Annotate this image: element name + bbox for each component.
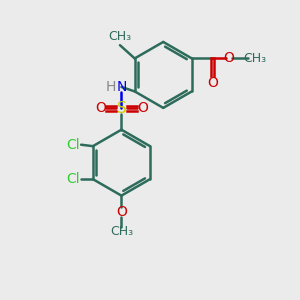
Text: O: O bbox=[207, 76, 218, 90]
Text: O: O bbox=[95, 101, 106, 115]
Text: H: H bbox=[106, 80, 116, 94]
Text: O: O bbox=[223, 51, 234, 65]
Text: S: S bbox=[117, 101, 126, 116]
Text: CH₃: CH₃ bbox=[244, 52, 267, 65]
Text: O: O bbox=[116, 205, 127, 219]
Text: Cl: Cl bbox=[66, 138, 80, 152]
Text: N: N bbox=[116, 80, 127, 94]
Text: CH₃: CH₃ bbox=[110, 225, 133, 239]
Text: Cl: Cl bbox=[66, 172, 80, 186]
Text: CH₃: CH₃ bbox=[108, 30, 131, 44]
Text: O: O bbox=[137, 101, 148, 115]
